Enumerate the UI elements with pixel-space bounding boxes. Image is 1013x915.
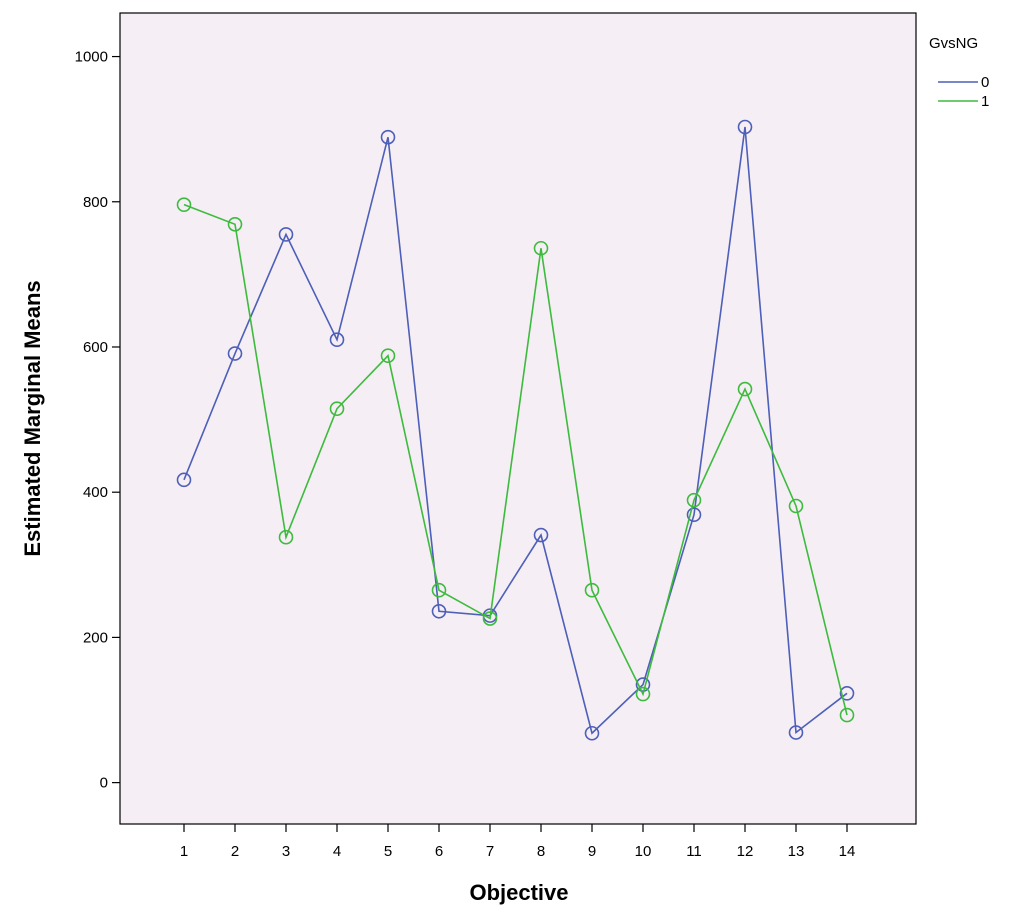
series-1 [176, 197, 855, 723]
x-tick-label: 12 [737, 843, 754, 860]
data-point [431, 582, 447, 598]
data-point [176, 197, 192, 212]
data-point [278, 529, 294, 545]
data-point [788, 498, 804, 514]
x-tick-label: 9 [588, 843, 596, 860]
legend-title: GvsNG [929, 35, 978, 52]
x-tick-label: 1 [180, 843, 188, 860]
data-point [329, 332, 345, 348]
x-tick-label: 3 [282, 843, 290, 860]
x-tick-label: 7 [486, 843, 494, 860]
data-point [329, 401, 345, 416]
data-point [788, 725, 804, 740]
y-tick-label: 0 [100, 775, 108, 792]
series-line [183, 203, 848, 716]
y-tick-label: 200 [83, 629, 108, 646]
x-tick-label: 5 [384, 843, 392, 860]
data-point [380, 348, 396, 363]
x-axis: 1 2 3 4 5 6 7 8 9 10 11 12 13 14 [180, 824, 856, 860]
x-axis-title: Objective [469, 880, 568, 905]
x-tick-label: 11 [686, 843, 702, 860]
legend: GvsNG 0 1 [929, 35, 989, 110]
x-tick-label: 6 [435, 843, 443, 860]
data-point [584, 725, 600, 741]
data-point [686, 492, 702, 508]
series-line [183, 126, 848, 735]
legend-label: 0 [981, 74, 989, 91]
data-point [431, 603, 447, 619]
data-point [737, 119, 753, 135]
data-point [533, 240, 549, 256]
data-point [635, 686, 651, 702]
x-tick-label: 14 [839, 843, 856, 860]
x-tick-label: 4 [333, 843, 341, 860]
data-point [737, 381, 753, 397]
data-point [482, 611, 498, 626]
data-point [584, 582, 600, 598]
x-tick-label: 8 [537, 843, 545, 860]
y-axis-title: Estimated Marginal Means [20, 280, 45, 556]
data-point [227, 346, 243, 361]
data-point [176, 472, 192, 488]
series-0 [176, 119, 855, 741]
data-point [227, 216, 243, 232]
legend-label: 1 [981, 93, 989, 110]
x-tick-label: 2 [231, 843, 239, 860]
x-tick-label: 13 [788, 843, 805, 860]
series-layer [176, 119, 855, 741]
data-point [278, 227, 294, 242]
x-tick-label: 10 [635, 843, 652, 860]
y-tick-label: 600 [83, 339, 108, 356]
y-tick-label: 400 [83, 484, 108, 501]
y-tick-label: 800 [83, 194, 108, 211]
data-point [380, 129, 396, 145]
y-tick-label: 1000 [75, 49, 108, 66]
data-point [839, 686, 855, 701]
data-point [839, 707, 855, 723]
y-axis: 0 200 400 600 800 1000 [75, 49, 120, 792]
data-point [533, 527, 549, 543]
data-point [686, 507, 702, 523]
